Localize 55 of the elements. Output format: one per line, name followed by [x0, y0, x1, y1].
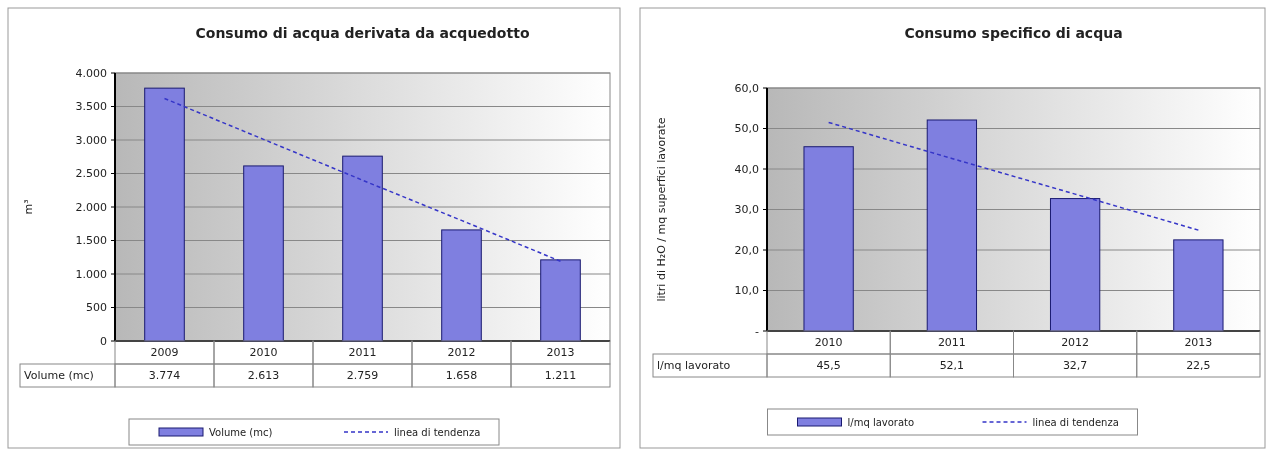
data-label: 2.759	[346, 369, 379, 383]
x-tick-label: 2009	[150, 346, 179, 360]
data-label: 32,7	[1062, 359, 1088, 373]
y-axis-title: litri di H₂O / mq superfici lavorate	[655, 117, 668, 302]
bar	[1173, 239, 1224, 332]
y-tick-label: 40,0	[734, 162, 759, 176]
y-tick-label: 10,0	[734, 284, 759, 298]
chart-title: Consumo di acqua derivata da acquedotto	[195, 25, 530, 41]
data-label: 2.613	[247, 369, 280, 383]
data-label: 1.658	[445, 369, 478, 383]
bar	[441, 229, 482, 342]
y-tick-label: 500	[86, 301, 107, 315]
x-tick-label: 2011	[348, 346, 377, 360]
x-tick-label: 2013	[1184, 336, 1213, 350]
y-tick-label: 0	[100, 334, 107, 348]
x-tick-label: 2010	[814, 336, 843, 350]
x-tick-label: 2011	[937, 336, 966, 350]
text: l/mq lavorato	[657, 359, 731, 373]
text: Volume (mc)	[24, 369, 94, 383]
legend-label: linea di tendenza	[394, 426, 481, 438]
y-axis-title: m³	[22, 199, 35, 215]
data-label: 52,1	[939, 359, 965, 373]
line-series	[163, 97, 562, 263]
legend-label: linea di tendenza	[1032, 416, 1119, 428]
y-tick-label: 4.000	[75, 66, 107, 80]
y-tick-label: 3.500	[75, 100, 107, 114]
data-label: 45,5	[816, 359, 841, 373]
data-label: 3.774	[148, 369, 181, 383]
legend-label: l/mq lavorato	[847, 416, 915, 428]
data-label: 1.211	[544, 369, 577, 383]
y-tick-label: 20,0	[734, 243, 759, 257]
y-tick-label: 3.000	[75, 133, 107, 147]
bar	[926, 119, 978, 332]
y-tick-label: 2.000	[75, 200, 107, 214]
x-tick-label: 2012	[1061, 336, 1090, 350]
bar	[243, 165, 284, 342]
bar	[144, 87, 185, 342]
bar	[540, 259, 581, 342]
y-tick-label: -	[755, 324, 760, 338]
bar	[342, 155, 383, 342]
data-label: 22,5	[1186, 359, 1211, 373]
y-tick-label: 50,0	[734, 122, 759, 136]
y-tick-label: 60,0	[734, 81, 759, 95]
bar	[1049, 198, 1101, 332]
y-tick-label: 2.500	[75, 167, 107, 181]
legend-label: Volume (mc)	[209, 426, 273, 438]
x-tick-label: 2010	[249, 346, 278, 360]
x-tick-label: 2012	[447, 346, 476, 360]
bar	[803, 146, 854, 332]
x-tick-label: 2013	[546, 346, 575, 360]
chart-title: Consumo specifico di acqua	[904, 25, 1123, 41]
y-tick-label: 30,0	[734, 203, 759, 217]
y-tick-label: 1.000	[75, 267, 107, 281]
line-series	[827, 121, 1200, 231]
y-tick-label: 1.500	[75, 234, 107, 248]
